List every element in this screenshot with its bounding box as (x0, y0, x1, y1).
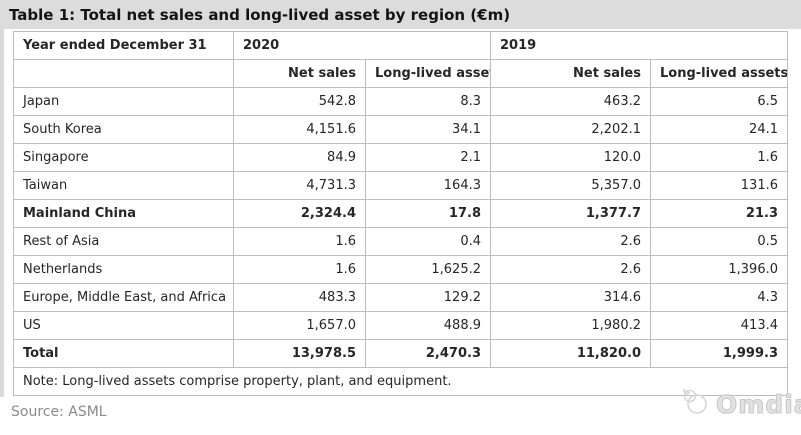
table-row-emea: Europe, Middle East, and Africa 483.3 12… (13, 283, 788, 312)
table-title: Table 1: Total net sales and long-lived … (9, 5, 511, 24)
table-row-rest-of-asia: Rest of Asia 1.6 0.4 2.6 0.5 (13, 227, 788, 256)
value-cell: 1.6 (233, 227, 366, 256)
region-label: Rest of Asia (13, 227, 234, 256)
table-note: Note: Long-lived assets comprise propert… (13, 367, 788, 396)
value-cell: 2.1 (365, 143, 491, 172)
value-cell: 8.3 (365, 87, 491, 116)
year-group-2020: 2020 (233, 31, 491, 60)
table-row-singapore: Singapore 84.9 2.1 120.0 1.6 (13, 143, 788, 172)
value-cell: 483.3 (233, 283, 366, 312)
table-note-row: Note: Long-lived assets comprise propert… (13, 367, 788, 396)
value-cell: 4,731.3 (233, 171, 366, 200)
empty-header-cell (13, 59, 234, 88)
column-header-long-lived-assets-2020: Long-lived assets (365, 59, 491, 88)
table-header-row-years: Year ended December 31 2020 2019 (13, 31, 788, 60)
region-label: Singapore (13, 143, 234, 172)
value-cell: 120.0 (490, 143, 651, 172)
value-cell: 463.2 (490, 87, 651, 116)
column-header-long-lived-assets-2019: Long-lived assets (650, 59, 788, 88)
value-cell: 11,820.0 (490, 339, 651, 368)
region-label: Europe, Middle East, and Africa (13, 283, 234, 312)
value-cell: 24.1 (650, 115, 788, 144)
value-cell: 2.6 (490, 255, 651, 284)
value-cell: 84.9 (233, 143, 366, 172)
value-cell: 1,377.7 (490, 199, 651, 228)
table-row-total: Total 13,978.5 2,470.3 11,820.0 1,999.3 (13, 339, 788, 368)
value-cell: 34.1 (365, 115, 491, 144)
value-cell: 129.2 (365, 283, 491, 312)
value-cell: 4,151.6 (233, 115, 366, 144)
value-cell: 542.8 (233, 87, 366, 116)
value-cell: 13,978.5 (233, 339, 366, 368)
value-cell: 17.8 (365, 199, 491, 228)
value-cell: 5,357.0 (490, 171, 651, 200)
year-group-2019: 2019 (490, 31, 788, 60)
table-row-us: US 1,657.0 488.9 1,980.2 413.4 (13, 311, 788, 340)
table-row-japan: Japan 542.8 8.3 463.2 6.5 (13, 87, 788, 116)
value-cell: 1,999.3 (650, 339, 788, 368)
value-cell: 1.6 (233, 255, 366, 284)
table-row-mainland-china: Mainland China 2,324.4 17.8 1,377.7 21.3 (13, 199, 788, 228)
value-cell: 21.3 (650, 199, 788, 228)
corner-header-cell: Year ended December 31 (13, 31, 234, 60)
value-cell: 1,980.2 (490, 311, 651, 340)
table-row-south-korea: South Korea 4,151.6 34.1 2,202.1 24.1 (13, 115, 788, 144)
region-label: South Korea (13, 115, 234, 144)
value-cell: 4.3 (650, 283, 788, 312)
region-label: Netherlands (13, 255, 234, 284)
source-attribution: Source: ASML (11, 404, 107, 420)
region-label: US (13, 311, 234, 340)
table-title-bar: Table 1: Total net sales and long-lived … (0, 0, 801, 29)
value-cell: 1,625.2 (365, 255, 491, 284)
omdia-watermark: Omdia (680, 387, 801, 421)
value-cell: 2,324.4 (233, 199, 366, 228)
value-cell: 413.4 (650, 311, 788, 340)
region-label: Japan (13, 87, 234, 116)
left-edge-strip (0, 29, 4, 397)
omdia-logo-icon (680, 387, 712, 421)
table-row-netherlands: Netherlands 1.6 1,625.2 2.6 1,396.0 (13, 255, 788, 284)
value-cell: 1,657.0 (233, 311, 366, 340)
region-label: Total (13, 339, 234, 368)
net-sales-by-region-table: Year ended December 31 2020 2019 Net sal… (13, 31, 788, 396)
value-cell: 2.6 (490, 227, 651, 256)
column-header-net-sales-2019: Net sales (490, 59, 651, 88)
column-header-net-sales-2020: Net sales (233, 59, 366, 88)
table-header-row-measures: Net sales Long-lived assets Net sales Lo… (13, 59, 788, 88)
value-cell: 1.6 (650, 143, 788, 172)
value-cell: 131.6 (650, 171, 788, 200)
value-cell: 0.5 (650, 227, 788, 256)
value-cell: 1,396.0 (650, 255, 788, 284)
omdia-watermark-text: Omdia (715, 389, 801, 419)
region-label: Taiwan (13, 171, 234, 200)
value-cell: 488.9 (365, 311, 491, 340)
region-label: Mainland China (13, 199, 234, 228)
value-cell: 0.4 (365, 227, 491, 256)
value-cell: 2,470.3 (365, 339, 491, 368)
value-cell: 2,202.1 (490, 115, 651, 144)
table-row-taiwan: Taiwan 4,731.3 164.3 5,357.0 131.6 (13, 171, 788, 200)
value-cell: 164.3 (365, 171, 491, 200)
value-cell: 314.6 (490, 283, 651, 312)
value-cell: 6.5 (650, 87, 788, 116)
